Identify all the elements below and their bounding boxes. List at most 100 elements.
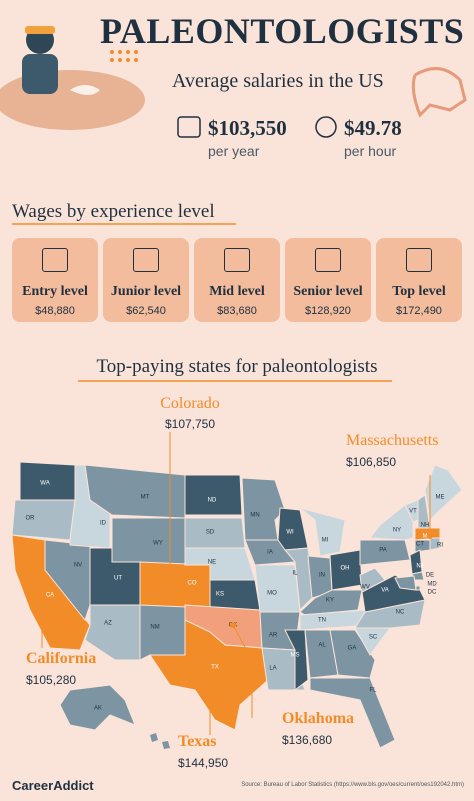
state-label: NM <box>150 625 159 631</box>
state-name: Texas <box>178 733 217 750</box>
state-label: ID <box>100 521 107 527</box>
us-map: WAORCANVIDMTWYUTAZNMCONDSDNEKSOKTXMNIAMO… <box>11 461 463 749</box>
state-shape <box>409 549 423 575</box>
salary-unit: per hour <box>344 143 397 159</box>
salary-unit: per year <box>208 143 260 159</box>
state-label: MO <box>267 591 277 597</box>
level-card: Junior level $62,540 <box>103 238 189 322</box>
state-label: LA <box>269 666 276 672</box>
callout: Massachusetts $106,850 <box>346 432 438 469</box>
level-label: Senior level <box>293 284 363 299</box>
state-shape <box>11 499 76 541</box>
state-label: DE <box>426 573 434 579</box>
level-wage: $48,880 <box>35 305 75 317</box>
state-label: AK <box>94 706 102 712</box>
section-title: Wages by experience level <box>12 201 215 222</box>
state-label: NE <box>208 560 216 566</box>
state-shape <box>329 629 376 679</box>
section-title: Top-paying states for paleontologists <box>96 356 378 377</box>
callout: Oklahoma $136,680 <box>282 710 354 747</box>
state-label: FL <box>369 688 377 694</box>
state-label: NY <box>393 528 401 534</box>
state-label: OR <box>26 516 36 522</box>
salary-amount: $103,550 <box>208 116 287 140</box>
state-shape <box>184 474 243 516</box>
level-wage: $83,680 <box>217 305 257 317</box>
level-icon <box>133 248 159 272</box>
state-label: IA <box>267 550 273 556</box>
source: Source: Bureau of Labor Statistics (http… <box>241 782 464 788</box>
level-card: Entry level $48,880 <box>12 238 98 322</box>
state-shape <box>284 547 316 612</box>
level-wage: $172,490 <box>396 305 442 317</box>
state-label: SC <box>369 635 378 641</box>
state-shape <box>359 567 386 593</box>
state-label: MD <box>427 582 437 588</box>
state-label: UT <box>114 576 122 582</box>
state-label: MN <box>250 513 259 519</box>
state-label: TX <box>211 665 219 671</box>
state-label: ME <box>436 495 445 501</box>
figure-hat <box>25 26 55 34</box>
state-shape <box>139 561 211 609</box>
state-shape <box>415 585 421 591</box>
dots <box>110 50 138 62</box>
level-wage: $128,920 <box>305 305 351 317</box>
level-label: Mid level <box>209 284 265 299</box>
state-wage: $144,950 <box>178 756 229 770</box>
state-shape <box>150 733 158 742</box>
title: PALEONTOLOGISTS <box>100 11 465 51</box>
state-shape <box>84 464 186 519</box>
dig-site <box>0 70 145 130</box>
state-name: Colorado <box>160 395 220 412</box>
state-shape <box>369 504 414 541</box>
state-label: KY <box>326 598 334 604</box>
clock-icon <box>315 116 337 138</box>
calendar-icon <box>177 116 201 138</box>
figure-body <box>22 54 58 94</box>
dino-skull <box>411 67 467 118</box>
state-shape <box>139 604 186 661</box>
state-label: AZ <box>104 621 112 627</box>
state-label: MA <box>423 534 432 540</box>
state-wage: $107,750 <box>164 417 216 431</box>
state-label: KS <box>216 592 224 598</box>
state-label: PA <box>379 548 387 554</box>
state-label: MI <box>322 538 329 544</box>
level-label: Top level <box>392 284 446 299</box>
state-label: AL <box>318 643 326 649</box>
level-label: Entry level <box>22 284 88 299</box>
state-shape <box>309 677 396 749</box>
level-label: Junior level <box>110 284 182 299</box>
state-label: NH <box>421 523 430 529</box>
level-icon <box>406 248 432 272</box>
state-name: Oklahoma <box>282 710 355 727</box>
state-label: WY <box>153 541 163 547</box>
subtitle: Average salaries in the US <box>172 70 384 92</box>
callout: Texas $144,950 <box>178 733 228 770</box>
state-shape <box>284 629 309 692</box>
state-label: VT <box>409 509 417 515</box>
state-label: OH <box>341 566 350 572</box>
state-label: SD <box>206 530 215 536</box>
state-label: MS <box>291 653 300 659</box>
state-label: WV <box>360 585 370 591</box>
level-icon <box>224 248 250 272</box>
state-shape <box>162 741 170 749</box>
state-shape <box>299 507 346 557</box>
level-wage: $62,540 <box>126 305 166 317</box>
state-label: GA <box>348 646 357 652</box>
state-label: VA <box>381 588 389 594</box>
state-label: IL <box>292 571 298 577</box>
state-label: IN <box>319 573 325 579</box>
state-name: California <box>26 650 97 667</box>
state-shape <box>111 517 186 566</box>
state-label: NJ <box>416 564 423 570</box>
salary-amount: $49.78 <box>344 116 402 140</box>
state-wage: $136,680 <box>282 733 333 747</box>
state-wage: $105,280 <box>26 673 77 687</box>
brand: CareerAddict <box>12 778 94 793</box>
state-shape <box>184 517 246 549</box>
